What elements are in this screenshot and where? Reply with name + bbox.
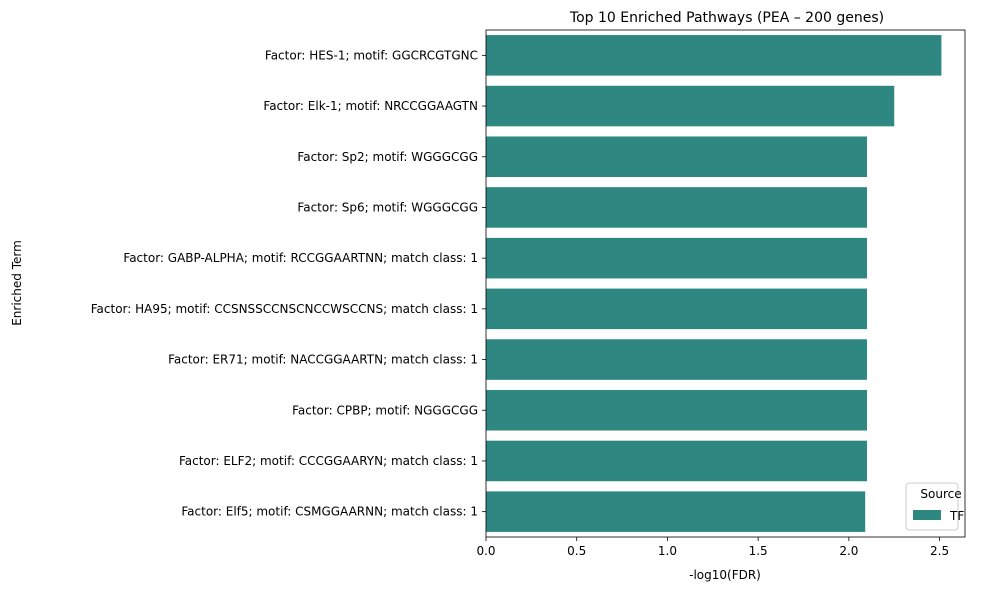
x-tick-label: 1.0 bbox=[658, 544, 677, 558]
bars-group bbox=[486, 35, 942, 532]
legend-swatch bbox=[913, 510, 941, 520]
y-tick-label: Factor: ER71; motif: NACCGGAARTN; match … bbox=[168, 353, 478, 367]
legend: Source TF bbox=[905, 482, 964, 531]
chart-title: Top 10 Enriched Pathways (PEA – 200 gene… bbox=[569, 10, 884, 26]
y-ticks-group: Factor: HES-1; motif: GGCRCGTGNC Factor: … bbox=[91, 48, 486, 519]
y-tick-label: Factor: Sp6; motif: WGGGCGG bbox=[297, 200, 478, 214]
x-tick-label: 0.5 bbox=[567, 544, 586, 558]
x-tick-label: 2.5 bbox=[930, 544, 949, 558]
y-tick-label: Factor: Sp2; motif: WGGGCGG bbox=[297, 150, 478, 164]
x-tick-label: 1.5 bbox=[749, 544, 768, 558]
x-ticks-group: 0.0 0.5 1.0 1.5 2.0 2.5 bbox=[476, 537, 949, 558]
x-tick-label: 2.0 bbox=[839, 544, 858, 558]
bar bbox=[486, 288, 868, 330]
y-tick-label: Factor: Elk-1; motif: NRCCGGAAGTN bbox=[263, 99, 478, 113]
plot-frame bbox=[485, 29, 966, 538]
bar bbox=[486, 35, 942, 76]
bar bbox=[486, 85, 895, 127]
bar bbox=[486, 389, 868, 431]
y-axis-label: Enriched Term bbox=[10, 240, 24, 326]
y-tick-label: Factor: Elf5; motif: CSMGGAARNN; match c… bbox=[181, 505, 478, 519]
x-tick-label: 0.0 bbox=[476, 544, 495, 558]
bar bbox=[486, 187, 868, 228]
bar bbox=[486, 237, 868, 279]
y-tick-label: Factor: HES-1; motif: GGCRCGTGNC bbox=[265, 48, 478, 62]
x-axis-label: -log10(FDR) bbox=[689, 568, 761, 582]
bar bbox=[486, 339, 868, 380]
bar bbox=[486, 491, 866, 532]
bar bbox=[486, 440, 868, 482]
y-tick-label: Factor: HA95; motif: CCSNSSCCNSCNCCWSCCN… bbox=[91, 302, 478, 316]
y-tick-label: Factor: CPBP; motif: NGGGCGG bbox=[292, 403, 478, 417]
legend-title: Source bbox=[920, 487, 961, 501]
legend-label-tf: TF bbox=[949, 509, 964, 523]
y-tick-label: Factor: GABP-ALPHA; motif: RCCGGAARTNN; … bbox=[123, 251, 478, 265]
y-tick-label: Factor: ELF2; motif: CCCGGAARYN; match c… bbox=[179, 454, 478, 468]
bar bbox=[486, 136, 868, 178]
